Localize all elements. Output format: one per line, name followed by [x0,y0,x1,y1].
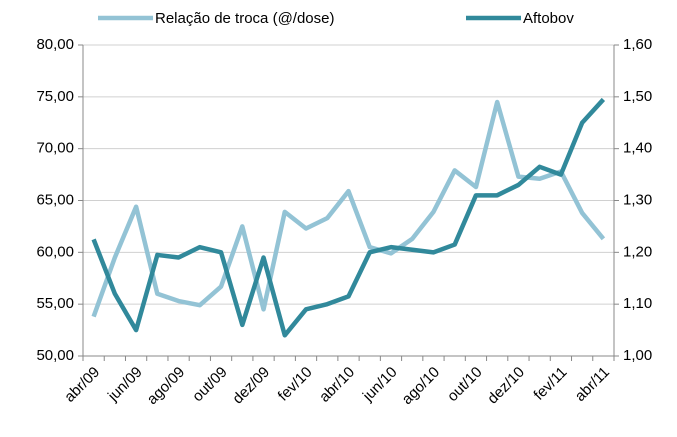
x-tick-label: abr/10 [316,364,358,406]
y2-tick-label: 1,40 [623,140,652,157]
y2-tick-label: 1,60 [623,36,652,53]
x-tick-label: out/09 [189,364,231,406]
y2-tick-label: 1,20 [623,243,652,260]
series-line [91,97,606,338]
x-tick-label: fev/10 [275,364,316,405]
x-tick-label: abr/09 [61,364,103,406]
y2-tick-label: 1,50 [623,88,652,105]
x-tick-label: out/10 [444,364,486,406]
y-tick-label: 65,00 [36,191,74,208]
x-tick-label: abr/11 [572,364,613,405]
y2-tick-label: 1,00 [623,347,652,364]
x-tick-label: ago/09 [144,364,188,408]
y-tick-label: 75,00 [36,88,74,105]
y-tick-label: 60,00 [36,243,74,260]
x-tick-label: jun/09 [104,364,146,406]
y-tick-label: 70,00 [36,140,74,157]
legend-label: Aftobov [523,10,574,27]
series-line [91,99,606,318]
y2-tick-label: 1,30 [623,191,652,208]
x-tick-label: ago/10 [399,364,443,408]
x-tick-label: dez/09 [229,364,273,408]
x-tick-label: dez/10 [484,364,528,408]
y-tick-label: 80,00 [36,36,74,53]
legend-label: Relação de troca (@/dose) [155,10,334,27]
y-tick-label: 50,00 [36,347,74,364]
y2-tick-label: 1,10 [623,295,652,312]
x-tick-label: fev/11 [530,364,570,404]
x-tick-label: jun/10 [359,364,401,406]
y-tick-label: 55,00 [36,295,74,312]
